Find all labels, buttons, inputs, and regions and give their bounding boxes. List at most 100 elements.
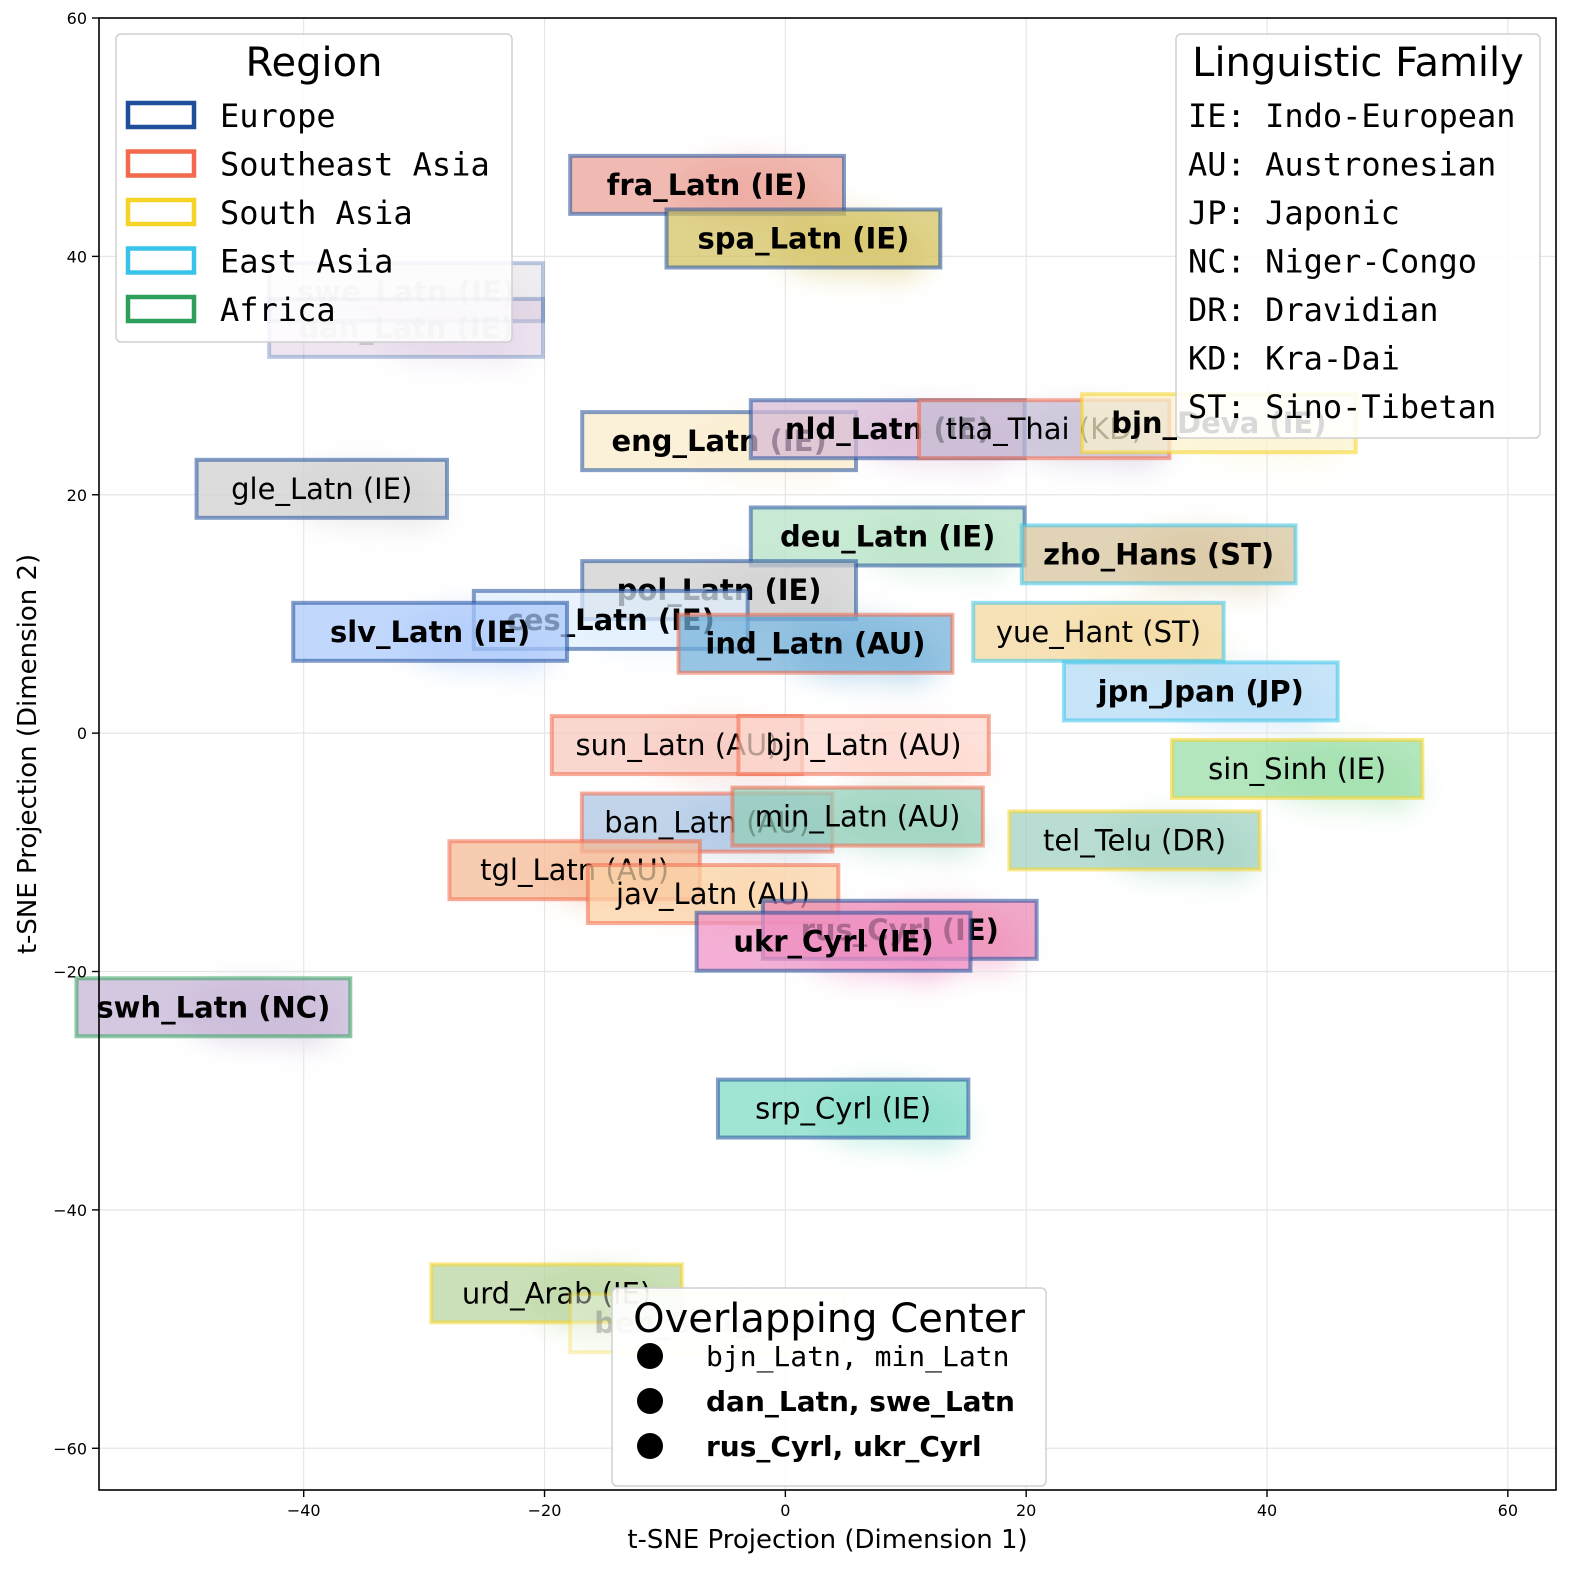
label-box (74, 976, 353, 1039)
label-text: zho_Hans (ST) (1043, 537, 1274, 571)
family-legend-entry: DR: Dravidian (1188, 291, 1438, 329)
label-text: fra_Latn (IE) (607, 168, 808, 202)
x-tick-label: 40 (1257, 1501, 1277, 1520)
overlap-legend-entry: bjn_Latn, min_Latn (637, 1340, 1009, 1374)
region-legend-entry: Southeast Asia (125, 146, 490, 184)
region-legend: Region Europe Southeast Asia South Asia Eas… (115, 33, 513, 343)
overlap-legend-label: rus_Cyrl, ukr_Cyrl (706, 1430, 982, 1463)
label-box (194, 457, 449, 520)
x-tick-label: 0 (780, 1501, 790, 1520)
region-swatch (125, 100, 197, 130)
region-legend-title: Region (246, 40, 383, 86)
overlap-legend-label: bjn_Latn, min_Latn (706, 1340, 1009, 1374)
language-label: spa_Latn (IE) (664, 207, 943, 270)
label-text: yue_Hant (ST) (996, 615, 1201, 649)
x-tick-label: −20 (528, 1501, 562, 1520)
plot-frame (98, 17, 1557, 1491)
region-swatch (125, 294, 197, 324)
region-swatch (125, 197, 197, 227)
language-label: srp_Cyrl (IE) (715, 1077, 971, 1140)
region-swatch (125, 149, 197, 178)
axis-ticks: −40 −20 0 20 40 60 −60 −40 −20 0 20 40 60 (53, 9, 1518, 1520)
label-box (971, 600, 1226, 663)
region-legend-label: Southeast Asia (220, 146, 490, 184)
label-text: sin_Sinh (IE) (1208, 752, 1386, 786)
label-box (664, 207, 943, 270)
overlap-legend-frame (611, 1287, 1047, 1487)
label-text: bjn_Latn (AU) (766, 728, 962, 762)
overlap-legend-title: Overlapping Center (633, 1296, 1025, 1342)
family-legend-frame (1175, 33, 1541, 439)
label-box (694, 910, 973, 973)
y-tick-label: 40 (67, 247, 87, 266)
language-label: slv_Latn (IE) (291, 600, 570, 663)
region-legend-label: East Asia (220, 243, 393, 281)
region-legend-label: South Asia (220, 194, 413, 232)
x-tick-label: −40 (287, 1501, 321, 1520)
language-label: jpn_Jpan (JP) (1061, 660, 1340, 723)
language-label: fra_Latn (IE) (568, 153, 846, 216)
language-label: zho_Hans (ST) (1019, 523, 1298, 586)
overlap-legend-label: dan_Latn, swe_Latn (706, 1385, 1015, 1418)
label-text: deu_Latn (IE) (780, 519, 995, 553)
label-box (676, 612, 955, 675)
region-legend-label: Europe (220, 97, 336, 135)
y-tick-label: 0 (77, 724, 87, 743)
family-legend: Linguistic Family IE: Indo-European AU: A… (1175, 33, 1541, 439)
y-tick-label: 20 (67, 486, 87, 505)
label-text: swh_Latn (NC) (96, 990, 330, 1024)
region-legend-entry: South Asia (125, 194, 413, 232)
label-box (1061, 660, 1340, 723)
family-legend-title: Linguistic Family (1192, 40, 1524, 86)
label-box (1169, 737, 1425, 800)
label-box (1019, 523, 1298, 586)
label-text: ind_Latn (AU) (705, 627, 925, 661)
x-tick-label: 60 (1498, 1501, 1518, 1520)
overlap-marker (637, 1343, 663, 1369)
label-text: tel_Telu (DR) (1043, 823, 1226, 857)
overlap-legend: Overlapping Center bjn_Latn, min_Latndan… (611, 1287, 1047, 1487)
overlap-legend-entry: rus_Cyrl, ukr_Cyrl (637, 1430, 982, 1463)
family-legend-entry: JP: Japonic (1188, 194, 1400, 232)
label-text: slv_Latn (IE) (330, 615, 530, 649)
label-box (736, 714, 991, 777)
label-text: ukr_Cyrl (IE) (733, 925, 933, 959)
x-tick-label: 20 (1016, 1501, 1036, 1520)
y-tick-label: 60 (67, 9, 87, 28)
label-text: jpn_Jpan (JP) (1097, 674, 1304, 708)
region-swatch (125, 246, 197, 275)
language-label: tel_Telu (DR) (1007, 809, 1262, 872)
language-label: swh_Latn (NC) (74, 976, 353, 1039)
language-label: ukr_Cyrl (IE) (694, 910, 973, 973)
region-legend-frame (115, 33, 513, 343)
y-tick-label: −20 (53, 963, 87, 982)
region-legend-entry: Europe (125, 97, 336, 135)
label-box (715, 1077, 971, 1140)
language-label: yue_Hant (ST) (971, 600, 1226, 663)
label-text: min_Latn (AU) (755, 800, 961, 834)
label-text: gle_Latn (IE) (231, 472, 412, 506)
overlap-marker (637, 1388, 663, 1414)
label-text: spa_Latn (IE) (697, 222, 909, 256)
x-axis-title: t-SNE Projection (Dimension 1) (627, 1525, 1027, 1555)
language-label: deu_Latn (IE) (748, 505, 1027, 568)
y-tick-label: −60 (53, 1439, 87, 1458)
y-tick-label: −40 (53, 1201, 87, 1220)
family-legend-entry: ST: Sino-Tibetan (1188, 388, 1496, 426)
region-legend-entry: Africa (125, 291, 336, 329)
label-box (291, 600, 570, 663)
language-label: bjn_Latn (AU) (736, 714, 991, 777)
label-text: srp_Cyrl (IE) (755, 1092, 931, 1126)
language-label: sin_Sinh (IE) (1169, 737, 1425, 800)
family-legend-entry: NC: Niger-Congo (1188, 243, 1477, 281)
region-legend-label: Africa (220, 291, 336, 329)
y-axis-title: t-SNE Projection (Dimension 2) (13, 554, 43, 954)
language-label: gle_Latn (IE) (194, 457, 449, 520)
label-box (730, 785, 985, 848)
region-legend-entry: East Asia (125, 243, 393, 281)
family-legend-entry: IE: Indo-European (1188, 97, 1516, 135)
overlap-legend-entry: dan_Latn, swe_Latn (637, 1385, 1015, 1418)
language-label: ind_Latn (AU) (676, 612, 955, 675)
overlap-marker (637, 1433, 663, 1459)
